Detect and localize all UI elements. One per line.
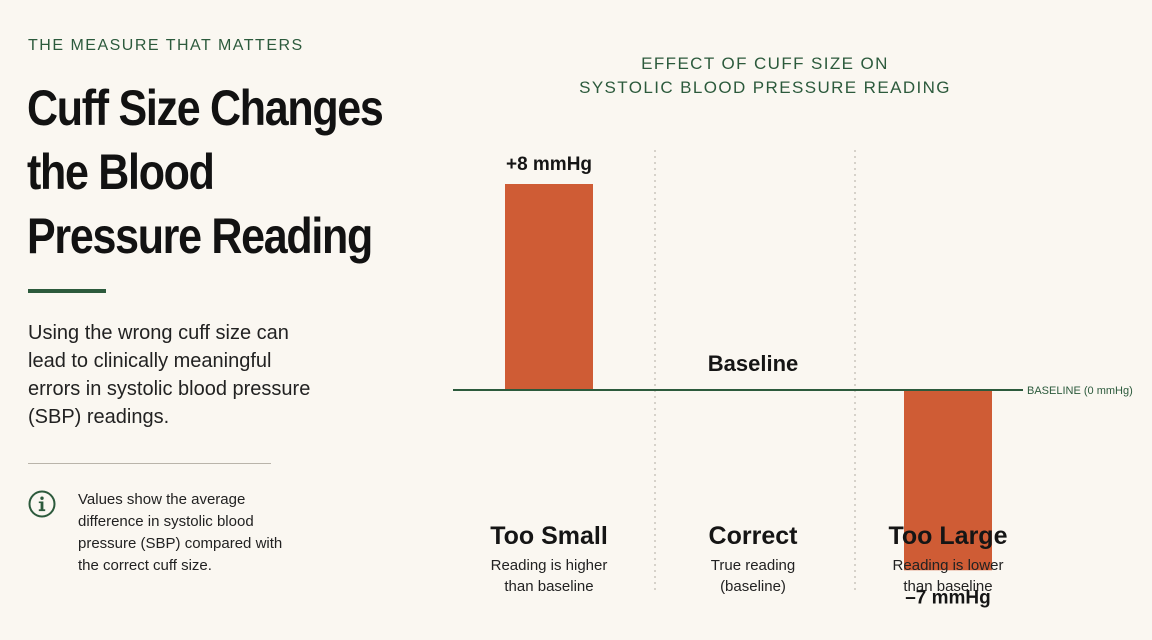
chart-title: EFFECT OF CUFF SIZE ON SYSTOLIC BLOOD PRE… <box>579 54 951 97</box>
category-labels: Too Small Reading is higher than baseline C… <box>490 522 1007 595</box>
category-label-too-small: Too Small <box>490 522 608 550</box>
baseline-axis-label: BASELINE (0 mmHg) <box>1027 385 1133 397</box>
bar-too-large <box>904 390 992 571</box>
headline: Cuff Size Changes the Blood Pressure Rea… <box>27 80 384 264</box>
category-description-too-small: than baseline <box>504 578 593 595</box>
column-separators <box>654 150 856 592</box>
category-description-too-large: than baseline <box>903 578 992 595</box>
category-label-correct: Correct <box>709 522 799 550</box>
bar-too-small <box>505 184 593 390</box>
category-description-too-large: Reading is lower <box>893 557 1004 574</box>
value-label-too-small: +8 mmHg <box>506 154 592 175</box>
category-description-too-small: Reading is higher <box>491 557 608 574</box>
info-circle-icon <box>28 490 56 518</box>
bars <box>505 184 992 571</box>
lead-paragraph: Using the wrong cuff size can lead to cl… <box>28 322 311 428</box>
chart-title-line-1: EFFECT OF CUFF SIZE ON <box>641 54 889 73</box>
footnote: Values show the average difference in sy… <box>78 491 283 574</box>
category-description-correct: (baseline) <box>720 578 786 595</box>
value-labels: +8 mmHg Baseline –7 mmHg <box>506 154 991 608</box>
accent-rule <box>28 289 106 293</box>
value-label-correct: Baseline <box>708 351 799 376</box>
eyebrow-label: THE MEASURE THAT MATTERS <box>28 37 304 54</box>
value-label-too-large: –7 mmHg <box>905 587 991 608</box>
category-description-correct: True reading <box>711 557 796 574</box>
cuff-size-bar-chart: EFFECT OF CUFF SIZE ON SYSTOLIC BLOOD PRE… <box>453 54 1133 608</box>
section-divider <box>28 463 271 464</box>
chart-title-line-2: SYSTOLIC BLOOD PRESSURE READING <box>579 78 951 97</box>
category-label-too-large: Too Large <box>889 522 1008 550</box>
